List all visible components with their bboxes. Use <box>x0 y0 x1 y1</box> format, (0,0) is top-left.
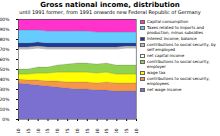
svg-text:70%: 70% <box>0 47 10 52</box>
svg-text:2000: 2000 <box>114 128 119 133</box>
svg-text:80%: 80% <box>0 37 10 42</box>
svg-text:2010: 2010 <box>134 128 139 133</box>
html-text:Gross national income, distrib: Gross national income, distribution <box>40 1 180 9</box>
html-text:net capital income: net capital income <box>147 53 185 58</box>
html-text:contributions to social securi: contributions to social security, employ… <box>147 59 210 69</box>
svg-text:20%: 20% <box>0 97 10 102</box>
svg-text:1995: 1995 <box>104 128 109 133</box>
svg-text:1970: 1970 <box>55 128 60 133</box>
svg-text:1985: 1985 <box>85 128 90 133</box>
html-text:Capital consumption: Capital consumption <box>147 19 189 24</box>
svg-text:1990: 1990 <box>95 128 100 133</box>
svg-text:1975: 1975 <box>65 128 70 133</box>
html-text:until 1991 former, from 1991 o: until 1991 former, from 1991 onwards new… <box>19 9 201 15</box>
svg-text:10%: 10% <box>0 107 10 112</box>
svg-text:1960: 1960 <box>36 128 41 133</box>
svg-text:40%: 40% <box>0 77 10 82</box>
svg-text:0%: 0% <box>2 117 10 122</box>
svg-text:90%: 90% <box>0 27 10 32</box>
svg-text:2005: 2005 <box>124 128 129 133</box>
html-text:net wage income: net wage income <box>147 87 182 92</box>
svg-text:60%: 60% <box>0 57 10 62</box>
html-text:wage tax: wage tax <box>147 70 166 75</box>
html-text:contributions to social securi: contributions to social security, employ… <box>147 76 210 86</box>
svg-text:100%: 100% <box>0 17 10 22</box>
html-text:Taxes related to imports and p: Taxes related to imports and production,… <box>147 25 205 35</box>
svg-text:1950: 1950 <box>16 128 21 133</box>
html-text:contributions to social securi: contributions to social security, by sel… <box>147 42 216 52</box>
svg-text:50%: 50% <box>0 67 10 72</box>
svg-text:1965: 1965 <box>45 128 50 133</box>
svg-text:1980: 1980 <box>75 128 80 133</box>
html-text:Interest income, balance: Interest income, balance <box>147 36 197 41</box>
svg-text:1955: 1955 <box>26 128 31 133</box>
svg-text:30%: 30% <box>0 87 10 92</box>
